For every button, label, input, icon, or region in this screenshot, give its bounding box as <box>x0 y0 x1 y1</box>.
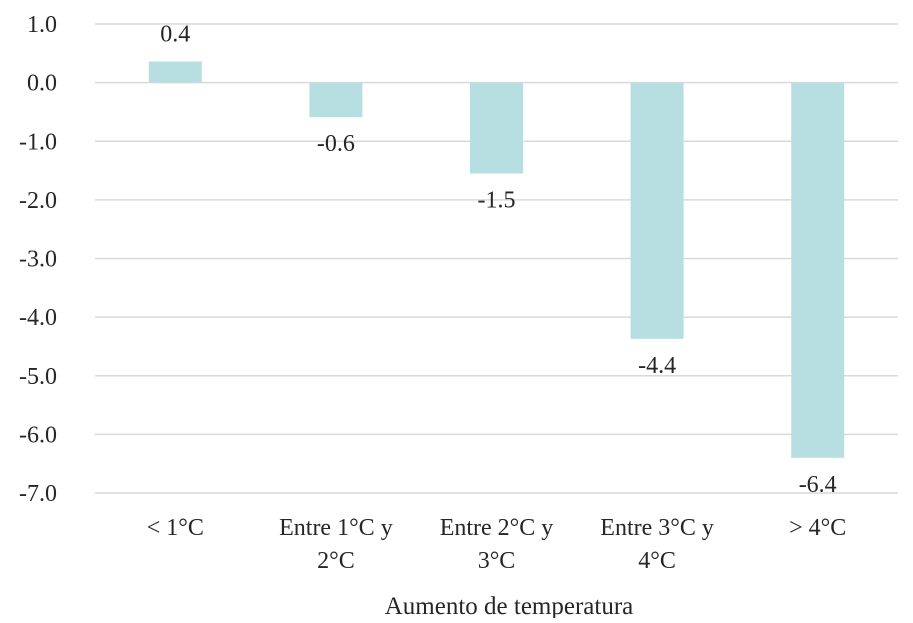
x-category-label-line: Entre 1°C y <box>279 515 393 541</box>
bar <box>791 82 845 458</box>
data-label: -1.5 <box>478 187 516 213</box>
y-tick-label: -4.0 <box>19 305 57 331</box>
x-category-label-line: < 1°C <box>147 515 204 541</box>
x-category-label-line: > 4°C <box>789 515 846 541</box>
gridlines <box>95 23 898 494</box>
x-category-label: Entre 1°C y 2°C <box>279 515 393 574</box>
data-label: -4.4 <box>638 353 676 379</box>
x-axis-title: Aumento de temperatura <box>385 593 634 618</box>
x-category-label-line: Entre 3°C y <box>600 515 714 541</box>
y-tick-label: -7.0 <box>19 481 57 507</box>
y-tick-label: -5.0 <box>19 364 57 390</box>
y-tick-label: 1.0 <box>27 12 57 38</box>
x-category-label-line: 2°C <box>317 548 355 574</box>
x-category-label-line: 3°C <box>478 548 516 574</box>
y-tick-label: -1.0 <box>19 129 57 155</box>
x-category-label: Entre 2°C y 3°C <box>440 515 554 574</box>
x-category-label-line: 4°C <box>638 548 676 574</box>
data-label: 0.4 <box>160 22 190 48</box>
y-tick-label: 0.0 <box>27 71 57 97</box>
bar <box>630 82 684 339</box>
bars <box>148 61 845 458</box>
y-tick-label: -2.0 <box>19 188 57 214</box>
x-category-label: < 1°C <box>147 515 204 541</box>
bar <box>148 61 202 83</box>
bar <box>470 82 523 174</box>
data-label: -0.6 <box>317 131 355 157</box>
y-tick-label: -3.0 <box>19 247 57 273</box>
data-label: -6.4 <box>799 472 837 498</box>
y-tick-label: -6.0 <box>19 422 57 448</box>
x-category-label: Entre 3°C y 4°C <box>600 515 714 574</box>
x-axis-category-labels: < 1°C Entre 1°C y 2°C Entre 2°C y 3°C Entre 3… <box>147 515 847 574</box>
y-axis-tick-labels: 1.0 0.0 -1.0 -2.0 -3.0 -4.0 -5.0 -6.0 -7.0 <box>19 12 57 507</box>
x-category-label-line: Entre 2°C y <box>440 515 554 541</box>
data-labels: 0.4 -0.6 -1.5 -4.4 -6.4 <box>160 22 836 498</box>
bar <box>309 82 363 118</box>
x-category-label: > 4°C <box>789 515 846 541</box>
